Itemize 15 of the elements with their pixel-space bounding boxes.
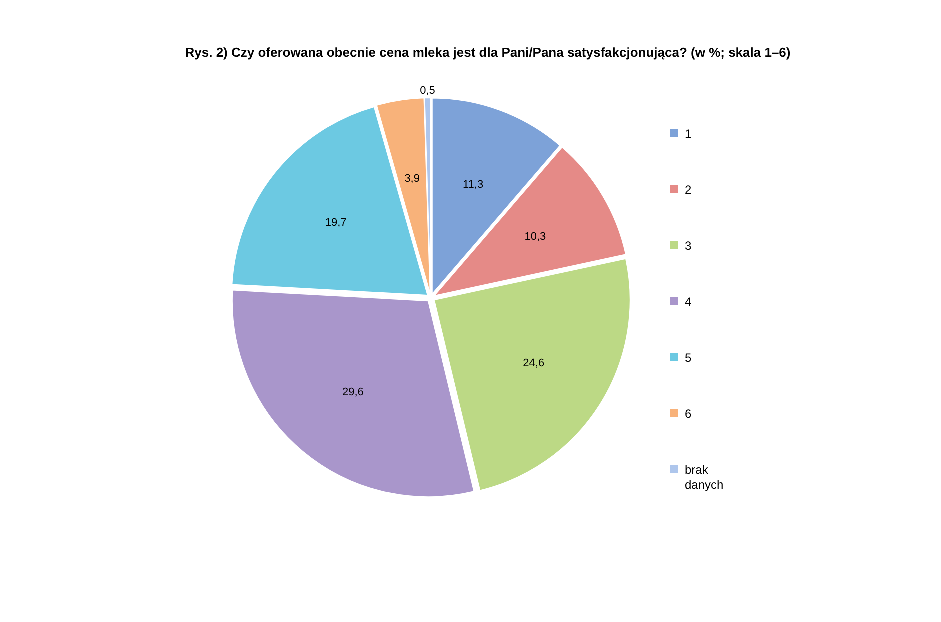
data-label: 3,9: [404, 172, 420, 185]
legend-label: 3: [685, 239, 692, 253]
legend-label: 2: [685, 183, 692, 197]
legend-label: brak danych: [685, 463, 724, 492]
data-label: 11,3: [462, 179, 484, 192]
data-label: 0,5: [420, 85, 436, 98]
chart-title: Rys. 2) Czy oferowana obecnie cena mleka jest dla Pani/Pana satysfakcjonująca? (w %; skala 1–6): [185, 45, 791, 60]
legend-label: 6: [685, 407, 692, 421]
data-label: 24,6: [523, 358, 545, 370]
legend-label: 4: [685, 295, 692, 309]
data-label: 10,3: [524, 230, 546, 243]
legend-label: 1: [685, 127, 692, 141]
legend-label: 5: [685, 351, 692, 365]
data-label: 19,7: [325, 217, 347, 230]
data-label: 29,6: [342, 386, 364, 398]
